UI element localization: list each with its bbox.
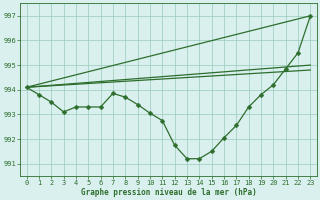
X-axis label: Graphe pression niveau de la mer (hPa): Graphe pression niveau de la mer (hPa): [81, 188, 256, 197]
